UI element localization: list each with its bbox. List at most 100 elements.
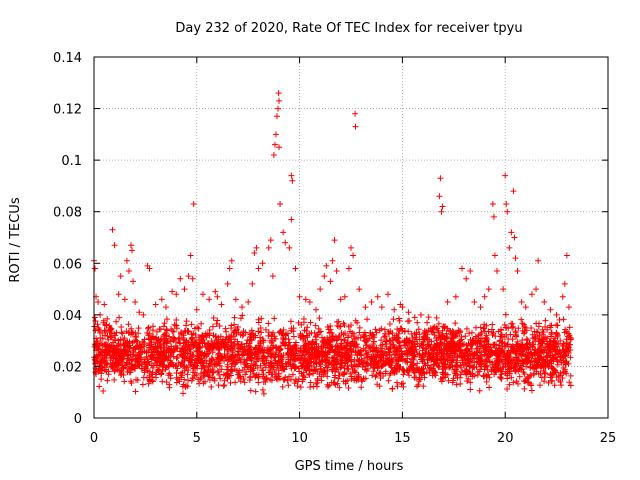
data-point bbox=[485, 343, 492, 350]
data-point bbox=[298, 348, 305, 355]
data-point bbox=[504, 386, 511, 393]
data-point bbox=[169, 288, 176, 295]
data-point bbox=[335, 334, 342, 341]
data-point bbox=[136, 309, 143, 316]
data-point bbox=[251, 350, 258, 357]
data-point bbox=[221, 377, 228, 384]
data-point bbox=[411, 353, 418, 360]
data-point bbox=[416, 350, 423, 357]
data-point bbox=[506, 365, 513, 372]
data-point bbox=[250, 371, 257, 378]
data-point bbox=[175, 359, 182, 366]
data-point bbox=[348, 244, 354, 251]
data-point bbox=[431, 332, 438, 339]
data-point bbox=[199, 291, 206, 298]
data-point bbox=[331, 380, 338, 387]
data-point bbox=[448, 338, 455, 345]
data-point bbox=[478, 358, 485, 365]
data-point bbox=[324, 373, 331, 380]
y-tick-label: 0.04 bbox=[53, 309, 82, 324]
data-point bbox=[480, 325, 487, 332]
data-point bbox=[308, 329, 315, 336]
data-point bbox=[552, 340, 559, 347]
data-point bbox=[545, 379, 552, 386]
data-point bbox=[241, 379, 248, 386]
data-point bbox=[313, 306, 320, 313]
data-point bbox=[405, 309, 412, 316]
data-point bbox=[269, 371, 276, 378]
data-point bbox=[457, 347, 464, 354]
data-point bbox=[110, 339, 117, 346]
data-point bbox=[175, 376, 182, 383]
data-point bbox=[328, 361, 335, 368]
data-point bbox=[125, 268, 132, 275]
data-point bbox=[271, 359, 278, 366]
data-point bbox=[210, 315, 217, 322]
data-point bbox=[495, 355, 502, 362]
data-point bbox=[435, 329, 442, 336]
data-point bbox=[128, 325, 135, 332]
data-point bbox=[211, 375, 218, 382]
data-point bbox=[255, 379, 262, 386]
data-point bbox=[224, 363, 231, 370]
data-point bbox=[424, 319, 431, 326]
data-point bbox=[420, 383, 427, 390]
data-point bbox=[462, 333, 469, 340]
data-point bbox=[377, 369, 384, 376]
data-point bbox=[409, 361, 416, 368]
data-point bbox=[481, 325, 488, 332]
data-point bbox=[115, 361, 122, 368]
data-point bbox=[173, 291, 180, 298]
data-point bbox=[149, 378, 156, 385]
data-point bbox=[454, 363, 461, 370]
x-tick-label: 5 bbox=[193, 431, 201, 446]
data-point bbox=[238, 341, 245, 348]
data-point bbox=[425, 357, 432, 364]
data-point bbox=[270, 366, 277, 373]
data-point bbox=[251, 249, 258, 256]
data-point bbox=[299, 363, 306, 370]
data-point bbox=[442, 334, 449, 341]
data-point bbox=[449, 338, 456, 345]
data-point bbox=[374, 381, 381, 388]
data-point bbox=[192, 331, 199, 338]
data-point bbox=[255, 265, 262, 272]
data-point bbox=[386, 352, 393, 359]
data-point bbox=[105, 368, 112, 375]
data-point bbox=[541, 349, 548, 356]
data-point bbox=[255, 319, 262, 326]
data-point bbox=[553, 331, 560, 338]
data-point bbox=[292, 378, 299, 385]
data-point bbox=[246, 337, 253, 344]
data-point bbox=[192, 325, 199, 332]
data-point bbox=[442, 370, 449, 377]
data-point bbox=[422, 362, 429, 369]
data-point bbox=[132, 333, 139, 340]
data-point bbox=[277, 328, 284, 335]
data-point bbox=[502, 359, 509, 366]
data-point bbox=[494, 366, 501, 373]
data-point bbox=[542, 317, 549, 324]
data-point bbox=[252, 388, 259, 395]
data-point bbox=[471, 351, 478, 358]
data-point bbox=[505, 325, 512, 332]
data-point bbox=[215, 369, 222, 376]
data-point bbox=[152, 301, 159, 308]
data-point bbox=[321, 273, 328, 280]
data-point bbox=[128, 331, 135, 338]
data-point bbox=[216, 322, 223, 329]
data-point bbox=[466, 363, 473, 370]
data-point bbox=[520, 369, 527, 376]
data-point bbox=[280, 229, 287, 236]
data-point bbox=[213, 343, 220, 350]
data-point bbox=[562, 366, 569, 373]
data-point bbox=[420, 356, 427, 363]
data-point bbox=[520, 330, 527, 337]
data-point bbox=[224, 357, 231, 364]
data-point bbox=[313, 380, 320, 387]
data-point bbox=[303, 332, 310, 339]
data-point bbox=[108, 343, 115, 350]
data-point bbox=[461, 341, 468, 348]
data-point bbox=[400, 371, 407, 378]
data-point bbox=[396, 317, 403, 324]
